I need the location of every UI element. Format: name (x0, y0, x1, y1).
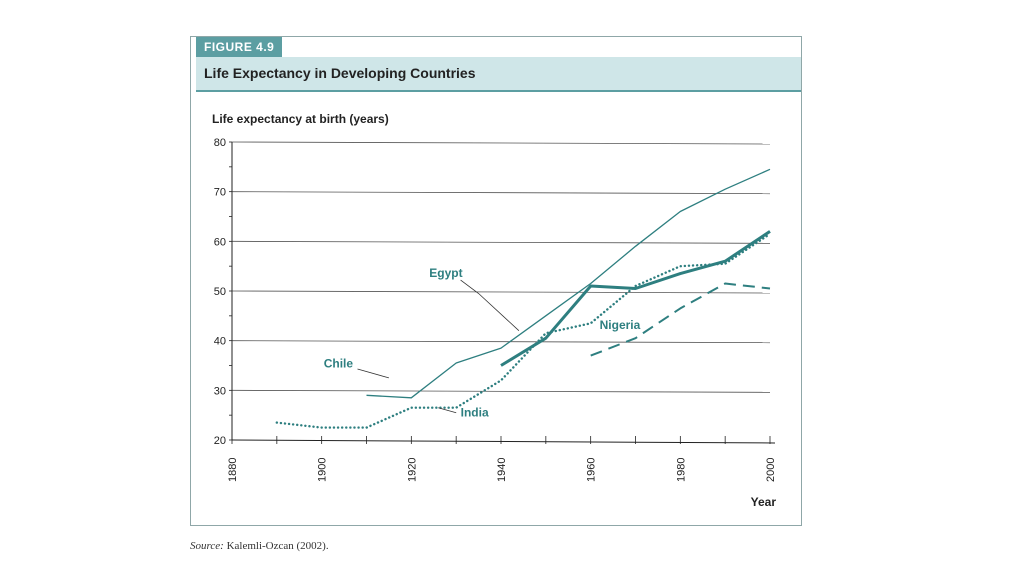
figure-header: Life Expectancy in Developing Countries (196, 57, 801, 92)
y-tick-label: 70 (214, 187, 226, 199)
series-label-nigeria: Nigeria (600, 318, 641, 332)
source-text: Kalemli-Ozcan (2002). (226, 540, 329, 552)
leader-line-egypt (460, 279, 520, 331)
y-tick-label: 40 (214, 336, 226, 348)
x-axis-label: Year (751, 495, 777, 509)
series-label-india: India (461, 406, 489, 420)
series-label-chile: Chile (324, 356, 354, 370)
x-tick-label: 1920 (406, 458, 418, 482)
y-tick-label: 60 (214, 236, 226, 248)
leader-line-india (438, 407, 457, 414)
figure-tag: FIGURE 4.9 (196, 37, 283, 57)
line-chart: 20 30 40 50 60 70 80 1880 1900 1920 1940 1960 1980 20… (214, 137, 777, 509)
y-axis-label: Life expectancy at birth (years) (212, 112, 389, 126)
x-tick-label: 1940 (496, 458, 508, 482)
gridline-y (231, 141, 771, 145)
y-tick-label: 20 (214, 435, 226, 447)
series-line-chile (366, 168, 771, 399)
figure-title: Life Expectancy in Developing Countries (204, 65, 476, 81)
gridline-y (231, 191, 771, 195)
series-label-egypt: Egypt (429, 266, 462, 280)
series-line-nigeria (590, 282, 771, 357)
x-tick-label: 1900 (317, 458, 329, 482)
gridline-y (231, 340, 771, 344)
series-line-india (275, 232, 772, 429)
y-tick-label: 30 (214, 385, 226, 397)
source-label: Source: (190, 540, 224, 552)
source-note: Source: Kalemli-Ozcan (2002). (190, 540, 329, 552)
x-tick-label: 2000 (765, 458, 777, 482)
gridline-y (231, 240, 771, 244)
gridline-y (231, 290, 771, 294)
y-tick-label: 80 (214, 137, 226, 149)
gridline-y (231, 389, 771, 393)
x-tick-label: 1880 (227, 458, 239, 482)
x-tick-label: 1980 (675, 458, 687, 482)
x-axis (231, 439, 776, 444)
figure-frame (190, 36, 802, 526)
leader-line-chile (357, 368, 390, 379)
y-tick-label: 50 (214, 286, 226, 298)
series-line-egypt (500, 230, 771, 367)
x-tick-label: 1960 (586, 458, 598, 482)
